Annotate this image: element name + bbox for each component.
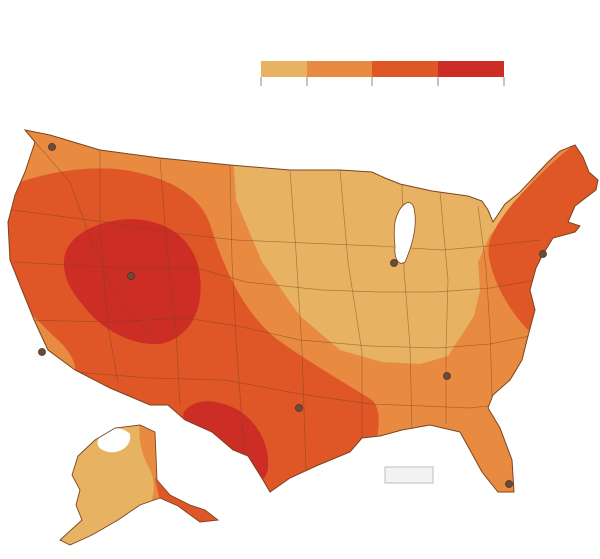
hawaii-inset-box bbox=[384, 466, 434, 484]
city-dot-new-york bbox=[539, 250, 547, 258]
city-dot-dallas bbox=[295, 404, 303, 412]
state-borders bbox=[11, 141, 541, 471]
legend-ticks bbox=[260, 77, 505, 86]
alaska-zone-high bbox=[155, 478, 218, 545]
city-dot-chicago bbox=[390, 259, 398, 267]
lake-michigan bbox=[393, 202, 416, 264]
legend bbox=[260, 61, 505, 86]
legend-swatch-4 bbox=[438, 61, 504, 77]
city-dot-miami bbox=[505, 480, 513, 488]
zone-peak-rockies bbox=[63, 219, 201, 345]
city-dot-atlanta bbox=[443, 372, 451, 380]
city-dot-seattle bbox=[48, 143, 56, 151]
alaska-ice bbox=[97, 428, 131, 453]
legend-swatch-1 bbox=[261, 61, 307, 77]
city-markers bbox=[38, 143, 547, 488]
alaska-outline bbox=[59, 424, 220, 546]
city-dot-salt-lake-city bbox=[127, 272, 135, 280]
legend-swatch-2 bbox=[307, 61, 372, 77]
city-dot-san-francisco bbox=[38, 348, 46, 356]
contiguous-us-outline bbox=[7, 129, 599, 493]
legend-swatch-3 bbox=[372, 61, 438, 77]
